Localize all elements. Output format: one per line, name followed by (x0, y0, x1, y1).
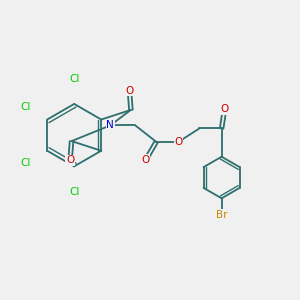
Text: Cl: Cl (20, 102, 31, 112)
Text: O: O (142, 155, 150, 165)
Text: O: O (220, 104, 229, 114)
Text: O: O (174, 137, 183, 147)
Text: Br: Br (216, 210, 227, 220)
Text: Cl: Cl (69, 74, 80, 84)
Text: Cl: Cl (20, 158, 31, 168)
Text: O: O (125, 85, 134, 96)
Text: O: O (66, 155, 74, 165)
Text: Cl: Cl (69, 187, 80, 196)
Text: N: N (106, 121, 114, 130)
